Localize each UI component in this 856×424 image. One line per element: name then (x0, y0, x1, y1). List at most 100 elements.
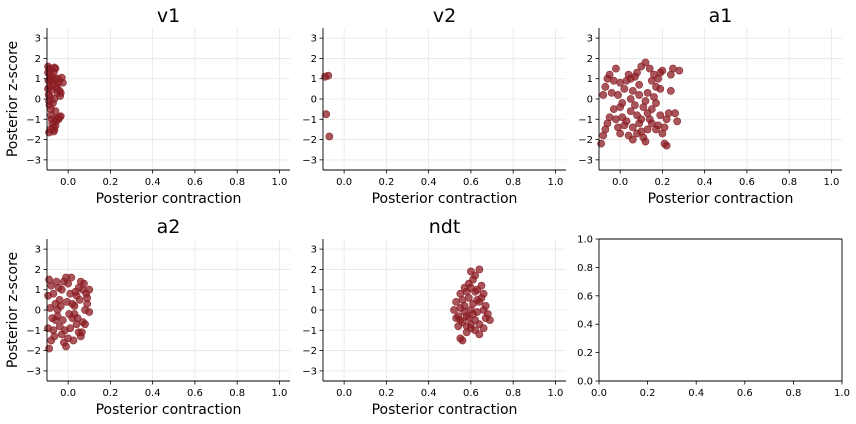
scatter-point (44, 292, 51, 299)
x-tick-label: 0.8 (505, 388, 521, 399)
scatter-point (84, 300, 91, 307)
scatter-point (671, 110, 678, 117)
scatter-point (74, 315, 81, 322)
scatter-point (606, 71, 613, 78)
y-tick-label: 3 (311, 34, 317, 45)
y-tick-label: 1 (587, 74, 593, 85)
y-tick-label: −2 (302, 135, 317, 146)
scatter-point (610, 77, 617, 84)
scatter-point (59, 317, 66, 324)
scatter-point (47, 304, 54, 311)
y-tick-label: 0 (587, 95, 593, 106)
x-tick-label: 1.0 (823, 177, 839, 188)
y-tick-label: −1 (26, 115, 41, 126)
x-axis-label: Posterior contraction (648, 191, 794, 207)
x-tick-label: 0.6 (739, 177, 755, 188)
scatter-point (663, 116, 670, 123)
scatter-point (657, 85, 664, 92)
scatter-point (631, 101, 638, 108)
y-tick-label: 0 (35, 306, 41, 317)
scatter-point (621, 85, 628, 92)
scatter-point (644, 126, 651, 133)
scatter-point (642, 97, 649, 104)
scatter-point (650, 71, 657, 78)
scatter-point (70, 337, 77, 344)
scatter-point (652, 99, 659, 106)
scatter-point (619, 114, 626, 121)
x-tick-label: 0.8 (781, 177, 797, 188)
x-tick-label: 1.0 (834, 388, 850, 399)
scatter-point (474, 296, 481, 303)
y-tick-label: 0.8 (577, 263, 593, 274)
y-tick-label: −3 (302, 155, 317, 166)
panel-title: v2 (433, 5, 456, 27)
y-tick-label: −1 (302, 115, 317, 126)
y-tick-label: 1 (311, 74, 317, 85)
scatter-point (646, 65, 653, 72)
scatter-point (638, 63, 645, 70)
scatter-point (82, 290, 89, 297)
scatter-point (480, 290, 487, 297)
scatter-point (57, 302, 64, 309)
scatter-point (659, 67, 666, 74)
y-tick-label: 0 (35, 95, 41, 106)
scatter-point (633, 130, 640, 137)
y-tick-label: 0.4 (577, 320, 593, 331)
scatter-point (629, 136, 636, 143)
scatter-point (602, 83, 609, 90)
y-tick-label: 3 (35, 245, 41, 256)
y-tick-label: 0.0 (577, 377, 593, 388)
x-tick-label: 0.6 (463, 388, 479, 399)
scatter-point (51, 95, 58, 102)
scatter-point (459, 296, 466, 303)
scatter-point (627, 95, 634, 102)
scatter-point (81, 321, 88, 328)
y-tick-label: −2 (26, 346, 41, 357)
scatter-point (51, 333, 58, 340)
scatter-point (472, 288, 479, 295)
y-tick-label: 1 (35, 74, 41, 85)
scatter-point (52, 108, 59, 115)
scatter-point (476, 321, 483, 328)
x-tick-label: 0.0 (336, 177, 352, 188)
scatter-point (674, 118, 681, 125)
x-tick-label: 0.4 (145, 388, 161, 399)
scatter-point (652, 126, 659, 133)
y-tick-label: −3 (578, 155, 593, 166)
y-tick-label: 0.6 (577, 291, 593, 302)
scatter-point (325, 72, 332, 79)
scatter-point (71, 302, 78, 309)
x-tick-label: 0.4 (697, 177, 713, 188)
scatter-point (676, 67, 683, 74)
scatter-point (636, 81, 643, 88)
x-tick-label: 0.4 (421, 388, 437, 399)
x-tick-label: 1.0 (271, 388, 287, 399)
scatter-point (629, 87, 636, 94)
y-tick-label: 1.0 (577, 235, 593, 246)
scatter-point (617, 104, 624, 111)
x-tick-label: 0.0 (60, 388, 76, 399)
scatter-point (47, 66, 54, 73)
scatter-point (482, 315, 489, 322)
y-tick-label: 2 (587, 54, 593, 65)
x-tick-label: 0.0 (612, 177, 628, 188)
scatter-point (80, 280, 87, 287)
scatter-point (66, 310, 73, 317)
scatter-point (642, 138, 649, 145)
x-axis-label: Posterior contraction (372, 191, 518, 207)
x-tick-label: 0.0 (591, 388, 607, 399)
y-tick-label: 0 (311, 95, 317, 106)
y-axis-label: Posterior z-score (5, 252, 21, 368)
scatter-point (467, 325, 474, 332)
y-tick-label: 3 (587, 34, 593, 45)
scatter-point (59, 79, 66, 86)
scatter-point (648, 120, 655, 127)
scatter-point (68, 274, 75, 281)
scatter-point (638, 116, 645, 123)
scatter-point (472, 272, 479, 279)
scatter-point (76, 296, 83, 303)
x-tick-label: 0.8 (505, 177, 521, 188)
scatter-point (461, 308, 468, 315)
